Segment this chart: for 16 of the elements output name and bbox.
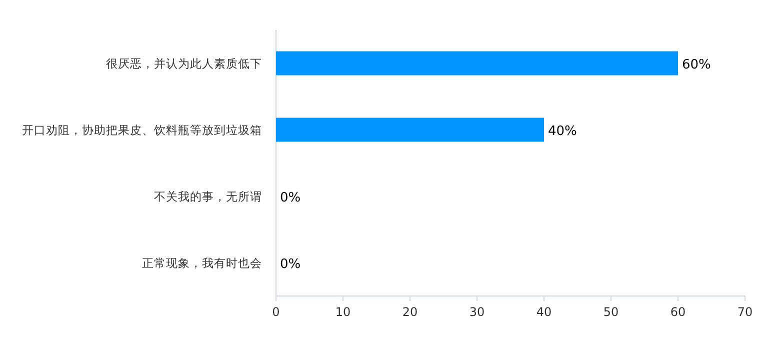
x-tick-label: 50 — [603, 305, 619, 319]
y-tick-label: 开口劝阻，协助把果皮、饮料瓶等放到垃圾箱 — [22, 122, 262, 137]
data-label: 60% — [682, 57, 711, 72]
x-tick-label: 10 — [335, 305, 351, 319]
data-label: 0% — [280, 256, 301, 272]
x-tick-label: 20 — [402, 305, 418, 319]
y-tick-label: 很厌恶，并认为此人素质低下 — [106, 56, 262, 70]
x-tick-label: 70 — [737, 305, 753, 319]
y-tick-label: 不关我的事，无所谓 — [154, 189, 262, 204]
x-tick-label: 0 — [272, 305, 280, 319]
x-tick-label: 40 — [536, 305, 552, 319]
data-label: 40% — [548, 124, 577, 139]
y-tick-label: 正常现象，我有时也会 — [142, 256, 262, 270]
x-tick-label: 30 — [469, 305, 485, 319]
x-tick-label: 60 — [670, 305, 686, 319]
data-label: 0% — [280, 190, 301, 206]
